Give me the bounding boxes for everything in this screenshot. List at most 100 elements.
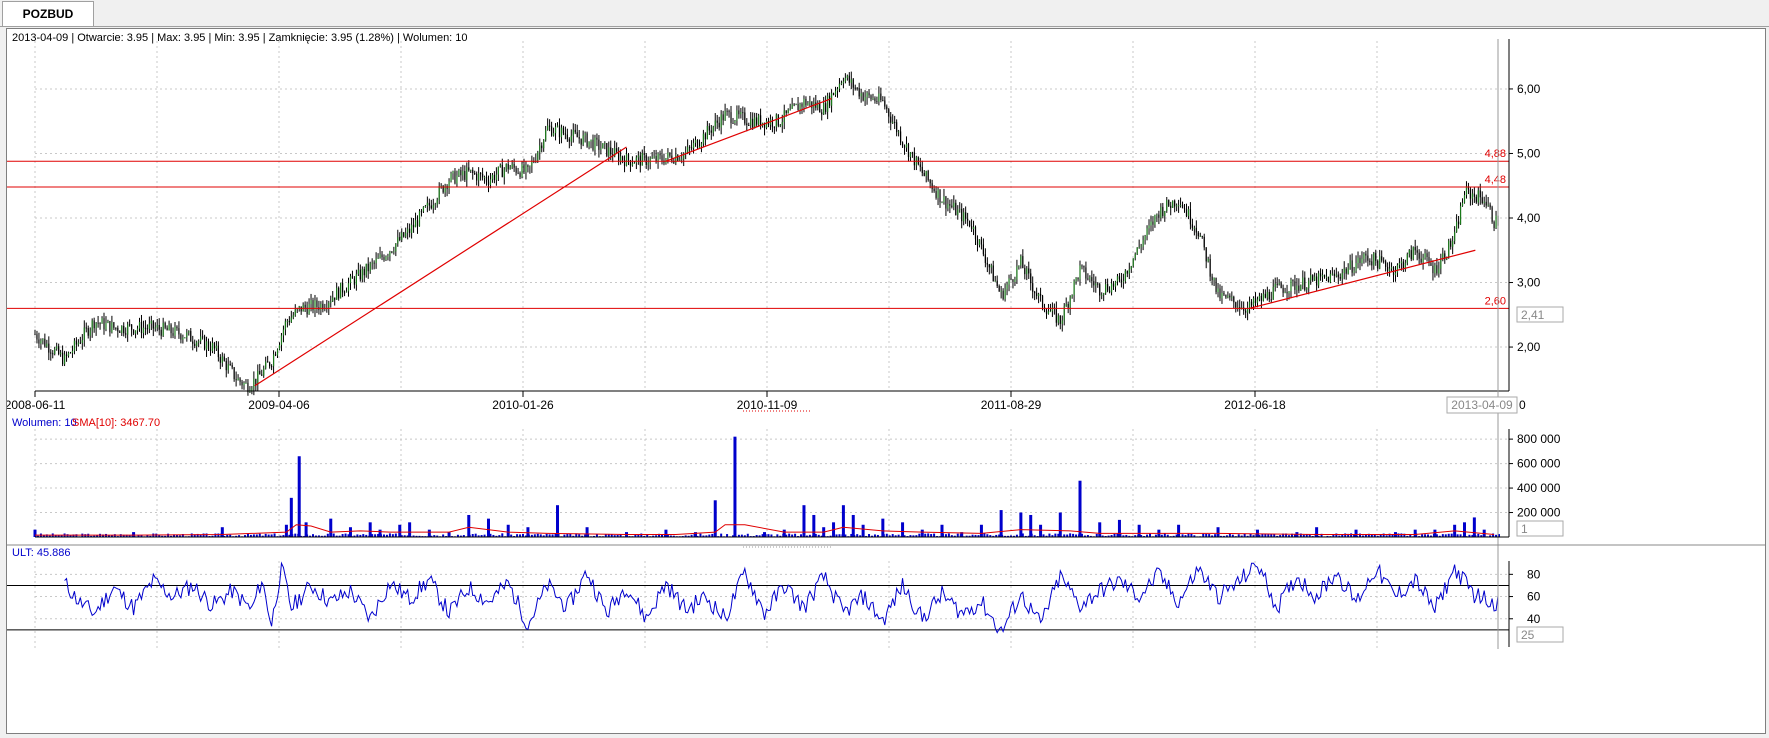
volume-bar xyxy=(1216,527,1220,537)
candle-body xyxy=(1254,298,1257,303)
volume-bar xyxy=(506,524,510,537)
candle-body xyxy=(276,349,279,356)
candle-body xyxy=(60,352,62,355)
candle-body xyxy=(645,154,647,165)
candle-body xyxy=(420,211,423,213)
candle-body xyxy=(578,137,580,139)
volume-bar-base xyxy=(309,535,312,537)
volume-bar-base xyxy=(720,533,723,537)
candle-body xyxy=(1298,285,1300,291)
x-label-5: 2012-06-18 xyxy=(1224,398,1286,412)
volume-bar-base xyxy=(1015,534,1018,537)
candle-body xyxy=(811,101,813,108)
price-panel[interactable]: 4,88 4,48 2,60 xyxy=(7,71,1509,396)
candle-body xyxy=(99,323,101,325)
candle-body xyxy=(830,93,833,106)
candle-body xyxy=(1079,265,1081,280)
candle-body xyxy=(170,324,172,334)
volume-bar-base xyxy=(1450,533,1453,537)
candle-body xyxy=(1154,214,1156,225)
volume-bar xyxy=(1029,514,1033,537)
candle-body xyxy=(1424,253,1426,258)
volume-bar-base xyxy=(788,533,791,537)
volume-bar-base xyxy=(1335,533,1338,537)
volume-bar xyxy=(329,518,333,537)
volume-bar-base xyxy=(1424,534,1427,537)
candle-body xyxy=(249,390,251,393)
candle-body xyxy=(501,164,503,178)
volume-bar-base xyxy=(1299,533,1302,537)
volume-bar-base xyxy=(474,533,477,537)
tab-pozbud[interactable]: POZBUD xyxy=(2,1,94,26)
candle-body xyxy=(456,175,458,184)
candle-body xyxy=(156,325,158,328)
candle-body xyxy=(452,171,454,174)
candle-body xyxy=(742,112,744,114)
volume-bar-base xyxy=(616,534,619,537)
volume-bar-base xyxy=(122,534,125,537)
candle-body xyxy=(379,254,381,258)
volume-bar-base xyxy=(740,534,743,537)
volume-cursor-label: 1 xyxy=(1521,522,1528,536)
candle-body xyxy=(410,224,413,233)
candle-body xyxy=(1272,286,1274,300)
candle-body xyxy=(1022,256,1024,269)
candle-body xyxy=(253,378,255,389)
volume-bar-base xyxy=(903,535,906,537)
volume-bar-base xyxy=(161,535,164,537)
volume-bar xyxy=(694,532,698,537)
volume-panel[interactable] xyxy=(33,436,1501,537)
candle-body xyxy=(728,110,730,113)
volume-bar xyxy=(378,529,382,537)
candle-body xyxy=(192,341,194,344)
volume-bar-base xyxy=(96,535,99,537)
candle-body xyxy=(1083,265,1085,268)
candle-body xyxy=(951,205,953,208)
volume-bar-base xyxy=(93,535,96,537)
candle-body xyxy=(134,330,137,334)
volume-bar-base xyxy=(968,535,971,537)
candle-body xyxy=(986,262,988,265)
candle-body xyxy=(1047,311,1050,314)
volume-bar-base xyxy=(1134,535,1137,537)
volume-bar-base xyxy=(54,535,57,537)
volume-bar-base xyxy=(1258,534,1261,537)
candle-body xyxy=(201,336,204,338)
candle-body xyxy=(213,342,216,349)
volume-bar-base xyxy=(510,534,513,537)
candle-body xyxy=(393,251,395,253)
volume-bar-base xyxy=(1104,535,1107,537)
candle-body xyxy=(1390,267,1393,269)
candle-body xyxy=(886,106,888,110)
candle-body xyxy=(604,143,606,145)
candle-body xyxy=(1491,207,1493,222)
candle-body xyxy=(1444,253,1446,260)
candle-body xyxy=(1463,195,1466,203)
volume-bar-base xyxy=(536,533,539,537)
candle-body xyxy=(572,129,574,136)
volume-bar-base xyxy=(873,534,876,537)
candle-body xyxy=(460,170,462,176)
volume-bar-base xyxy=(164,535,167,537)
candle-body xyxy=(1061,320,1063,324)
candle-body xyxy=(1256,299,1259,303)
candle-body xyxy=(793,104,795,106)
candle-body xyxy=(738,110,740,115)
candle-body xyxy=(976,238,979,246)
candle-body xyxy=(923,172,925,177)
volume-bar xyxy=(782,529,786,537)
stock-chart[interactable]: 4,88 4,48 2,60 2,00 3,00 4,00 5,00 6,00 2,41 200… xyxy=(5,29,1765,733)
candle-body xyxy=(608,147,610,156)
volume-bar-base xyxy=(1429,535,1432,537)
candle-body xyxy=(306,307,308,315)
candle-body xyxy=(1049,311,1052,313)
candle-body xyxy=(978,239,981,246)
volume-bar-base xyxy=(767,534,770,537)
candle-body xyxy=(290,317,292,323)
chart-frame[interactable]: 4,88 4,48 2,60 2,00 3,00 4,00 5,00 6,00 2,41 200… xyxy=(5,28,1766,734)
candle-body xyxy=(50,352,52,354)
ult-panel[interactable] xyxy=(7,561,1509,634)
candle-body xyxy=(884,100,886,107)
candle-body xyxy=(921,166,923,173)
candle-body xyxy=(1280,283,1282,288)
